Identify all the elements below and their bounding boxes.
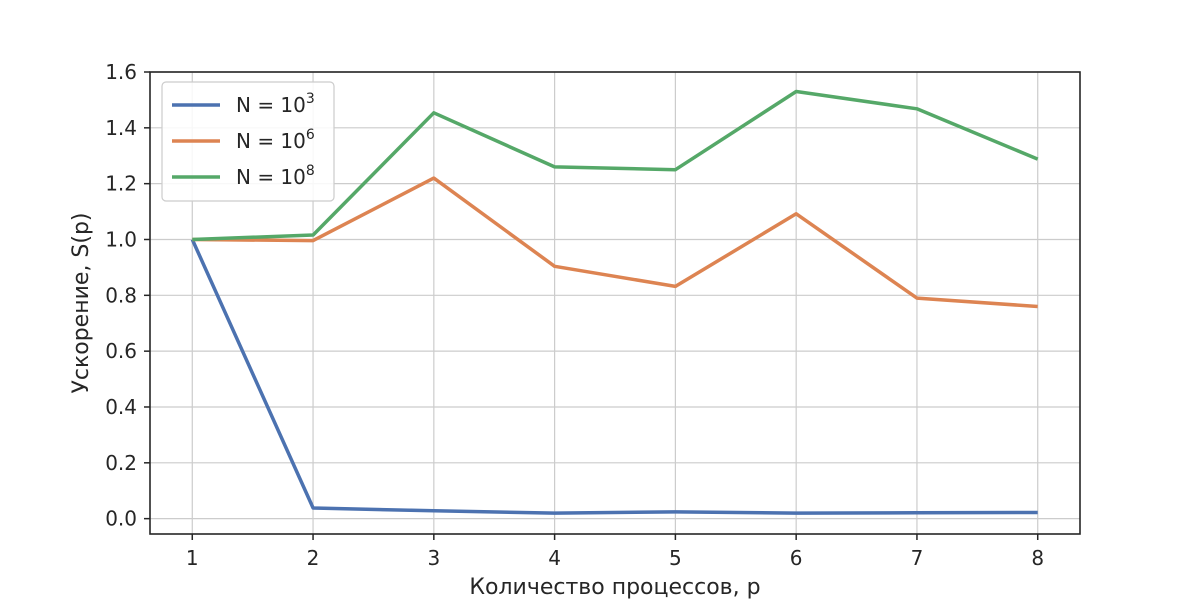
x-tick-label: 2 xyxy=(307,546,320,570)
y-tick-label: 0.6 xyxy=(105,339,137,363)
plot-frame xyxy=(149,71,1081,535)
y-tick-label: 1.0 xyxy=(105,227,137,251)
legend-entry-exponent: 3 xyxy=(306,91,315,107)
legend-entry-name: N = 10 xyxy=(236,165,306,189)
y-tick-label: 0.4 xyxy=(105,395,137,419)
y-tick-label: 0.8 xyxy=(105,283,137,307)
legend-entry-label: N = 103 xyxy=(236,91,315,117)
x-tick-label: 7 xyxy=(911,546,924,570)
x-tick-label: 4 xyxy=(548,546,561,570)
legend-entry-label: N = 106 xyxy=(236,127,315,153)
legend-entry-label: N = 108 xyxy=(236,163,315,189)
x-tick-label: 8 xyxy=(1031,546,1044,570)
y-tick-label: 0.2 xyxy=(105,451,137,475)
series-lines xyxy=(190,89,1039,515)
x-tick-label: 6 xyxy=(790,546,803,570)
legend-box xyxy=(161,81,335,202)
series-line-0 xyxy=(190,238,1038,515)
x-axis-label: Количество процессов, p xyxy=(469,575,760,600)
legend-entry-exponent: 6 xyxy=(306,127,315,143)
legend-entry-name: N = 10 xyxy=(236,93,306,117)
x-tick-label: 5 xyxy=(669,546,682,570)
y-axis-label: Ускорение, S(p) xyxy=(69,212,94,393)
x-tick-label: 1 xyxy=(186,546,199,570)
y-tick-label: 0.0 xyxy=(105,507,137,531)
series-line-2 xyxy=(192,89,1039,242)
y-tick-label: 1.4 xyxy=(105,116,137,140)
legend-entry-name: N = 10 xyxy=(236,129,306,153)
y-tick-label: 1.2 xyxy=(105,172,137,196)
series-line-1 xyxy=(192,176,1038,309)
axis-ticks: 1 2 3 4 5 6 7 8 0.0 0.2 0.4 0.6 0.8 1.0 1.2 1.4 1.6 xyxy=(105,60,1044,570)
y-tick-label: 1.6 xyxy=(105,60,137,84)
x-tick-label: 3 xyxy=(427,546,440,570)
legend-entry-exponent: 8 xyxy=(306,163,315,179)
